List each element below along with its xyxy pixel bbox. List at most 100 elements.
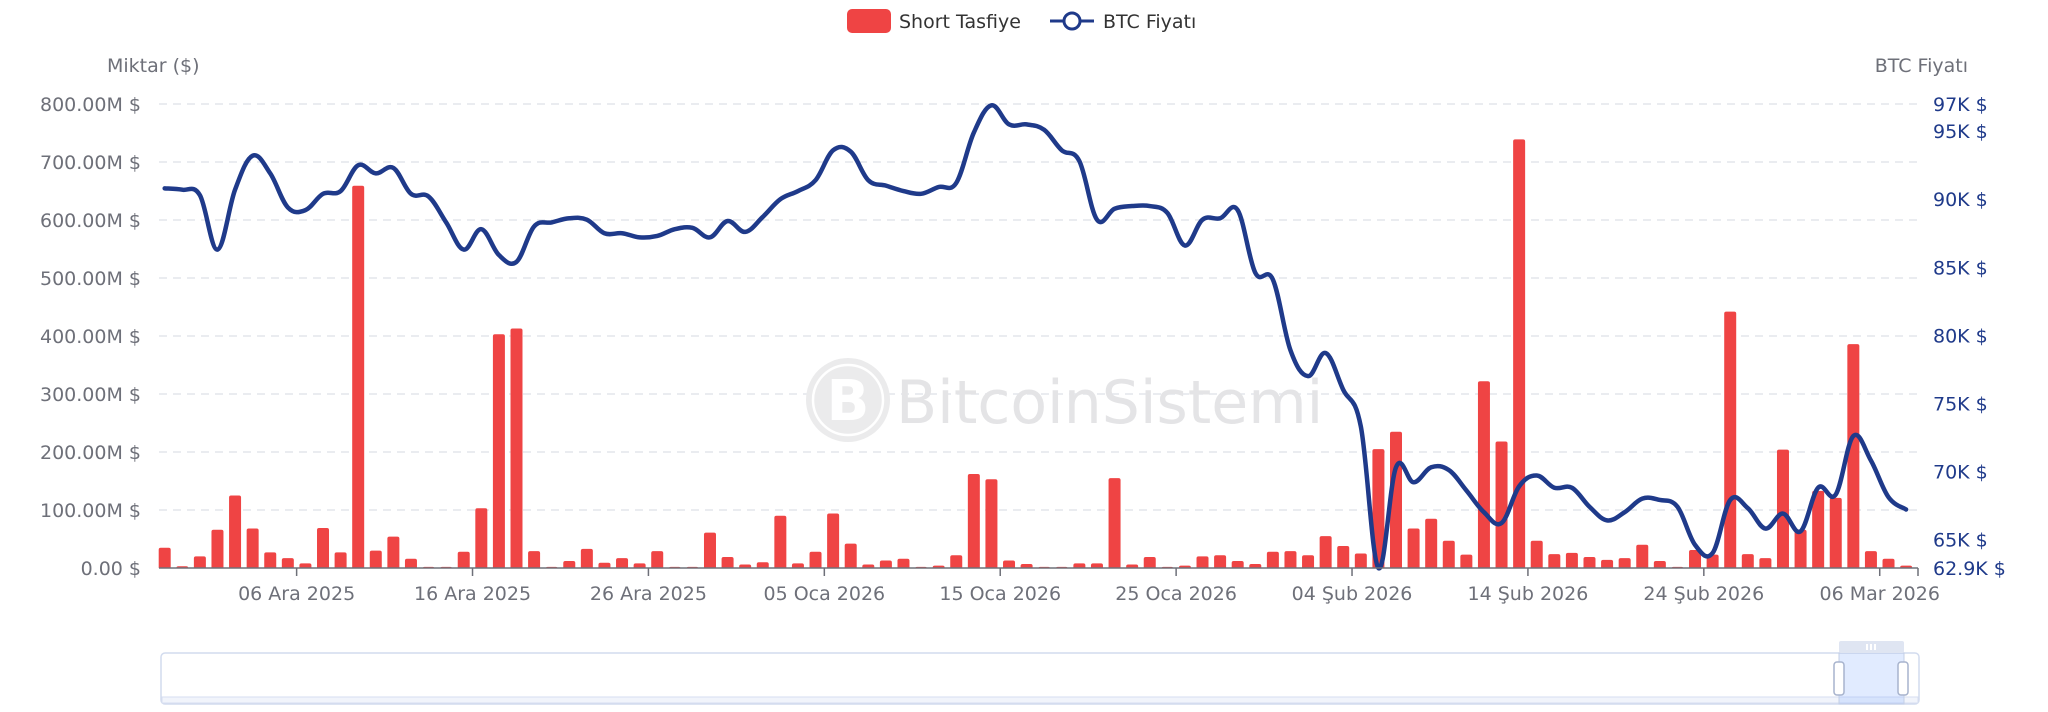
bar[interactable] bbox=[1513, 139, 1526, 568]
bar[interactable] bbox=[317, 527, 330, 568]
bar[interactable] bbox=[1354, 553, 1367, 569]
bar[interactable] bbox=[1126, 564, 1139, 568]
bar[interactable] bbox=[1460, 554, 1473, 568]
slider-right-handle[interactable] bbox=[1897, 661, 1909, 696]
bar[interactable] bbox=[950, 555, 963, 568]
bar[interactable] bbox=[1864, 551, 1877, 568]
right-tick-label: 70K $ bbox=[1933, 461, 1988, 483]
bar[interactable] bbox=[475, 508, 488, 568]
bar[interactable] bbox=[598, 562, 611, 568]
bar[interactable] bbox=[1090, 563, 1103, 568]
bar[interactable] bbox=[404, 558, 417, 568]
bar[interactable] bbox=[264, 552, 277, 568]
bar[interactable] bbox=[1196, 556, 1209, 568]
bar[interactable] bbox=[1653, 561, 1666, 568]
bar[interactable] bbox=[1477, 381, 1490, 568]
bar[interactable] bbox=[1741, 554, 1754, 568]
bar[interactable] bbox=[756, 562, 769, 568]
bar[interactable] bbox=[1689, 550, 1702, 568]
bar[interactable] bbox=[967, 474, 980, 568]
bar[interactable] bbox=[703, 532, 716, 568]
left-tick-label: 500.00M $ bbox=[40, 268, 141, 290]
bar[interactable] bbox=[1249, 563, 1262, 568]
bar[interactable] bbox=[510, 328, 523, 568]
bar[interactable] bbox=[334, 552, 347, 568]
bar[interactable] bbox=[1847, 344, 1860, 568]
bar[interactable] bbox=[774, 515, 787, 568]
slider-left-handle[interactable] bbox=[1833, 661, 1845, 696]
bar[interactable] bbox=[1442, 540, 1455, 568]
slider-track[interactable] bbox=[160, 652, 1920, 705]
bar[interactable] bbox=[1407, 528, 1420, 568]
bar[interactable] bbox=[1530, 540, 1543, 568]
bar[interactable] bbox=[651, 551, 664, 568]
bar[interactable] bbox=[1372, 449, 1385, 568]
bar[interactable] bbox=[369, 550, 382, 568]
data-zoom-slider[interactable] bbox=[160, 641, 1920, 705]
bar[interactable] bbox=[721, 556, 734, 568]
bar[interactable] bbox=[299, 563, 312, 568]
bar[interactable] bbox=[1618, 558, 1631, 568]
bar[interactable] bbox=[1073, 563, 1086, 568]
bar[interactable] bbox=[1812, 490, 1825, 568]
slider-selected-window[interactable] bbox=[1838, 652, 1905, 705]
bar[interactable] bbox=[1337, 545, 1350, 568]
bar[interactable] bbox=[211, 529, 224, 568]
bar[interactable] bbox=[844, 543, 857, 568]
bar[interactable] bbox=[528, 551, 541, 568]
bar[interactable] bbox=[862, 564, 875, 568]
bar[interactable] bbox=[1284, 551, 1297, 568]
bar[interactable] bbox=[352, 185, 365, 568]
x-tick-label: 06 Mar 2026 bbox=[1819, 583, 1939, 605]
bar[interactable] bbox=[457, 551, 470, 568]
x-tick-label: 26 Ara 2025 bbox=[590, 583, 707, 605]
bar[interactable] bbox=[1548, 554, 1561, 568]
bar[interactable] bbox=[1003, 560, 1016, 568]
bar[interactable] bbox=[1794, 529, 1807, 568]
bar[interactable] bbox=[1143, 556, 1156, 568]
bar[interactable] bbox=[387, 536, 400, 568]
bar[interactable] bbox=[827, 513, 840, 568]
bar[interactable] bbox=[158, 547, 171, 568]
bar[interactable] bbox=[492, 334, 505, 568]
bar[interactable] bbox=[580, 548, 593, 568]
bar[interactable] bbox=[897, 558, 910, 568]
bar[interactable] bbox=[1882, 558, 1895, 568]
legend[interactable]: Short Tasfiye BTC Fiyatı bbox=[847, 9, 1196, 33]
bar[interactable] bbox=[791, 563, 804, 568]
bar[interactable] bbox=[739, 564, 752, 568]
bar[interactable] bbox=[1214, 555, 1227, 568]
bar[interactable] bbox=[1425, 518, 1438, 568]
right-tick-label: 97K $ bbox=[1933, 94, 1988, 116]
x-tick-label: 05 Oca 2026 bbox=[763, 583, 885, 605]
bar[interactable] bbox=[879, 560, 892, 568]
bar[interactable] bbox=[1319, 536, 1332, 568]
bar[interactable] bbox=[809, 551, 822, 568]
watermark-logo-glyph: B bbox=[827, 369, 870, 434]
legend-item-short-tasfiye[interactable]: Short Tasfiye bbox=[847, 9, 1021, 33]
bar[interactable] bbox=[1829, 497, 1842, 568]
bar[interactable] bbox=[1231, 561, 1244, 568]
bar[interactable] bbox=[985, 479, 998, 568]
bar[interactable] bbox=[1636, 544, 1649, 568]
bar[interactable] bbox=[1565, 552, 1578, 568]
bar[interactable] bbox=[1020, 563, 1033, 568]
bar[interactable] bbox=[1759, 558, 1772, 568]
bar[interactable] bbox=[563, 561, 576, 568]
bar[interactable] bbox=[281, 558, 294, 568]
bar[interactable] bbox=[616, 558, 629, 568]
legend-item-btc-fiyati[interactable]: BTC Fiyatı bbox=[1050, 11, 1196, 33]
bar[interactable] bbox=[1302, 555, 1315, 568]
bar[interactable] bbox=[229, 495, 242, 569]
bar[interactable] bbox=[1495, 441, 1508, 568]
bar[interactable] bbox=[1266, 551, 1279, 568]
bar[interactable] bbox=[1583, 556, 1596, 568]
bar[interactable] bbox=[1724, 311, 1737, 568]
bar[interactable] bbox=[246, 528, 259, 568]
bar[interactable] bbox=[193, 556, 206, 568]
bar[interactable] bbox=[1108, 478, 1121, 568]
bar[interactable] bbox=[1776, 449, 1789, 568]
legend-label-short: Short Tasfiye bbox=[899, 11, 1021, 33]
bar[interactable] bbox=[633, 563, 646, 568]
bar[interactable] bbox=[1601, 559, 1614, 568]
